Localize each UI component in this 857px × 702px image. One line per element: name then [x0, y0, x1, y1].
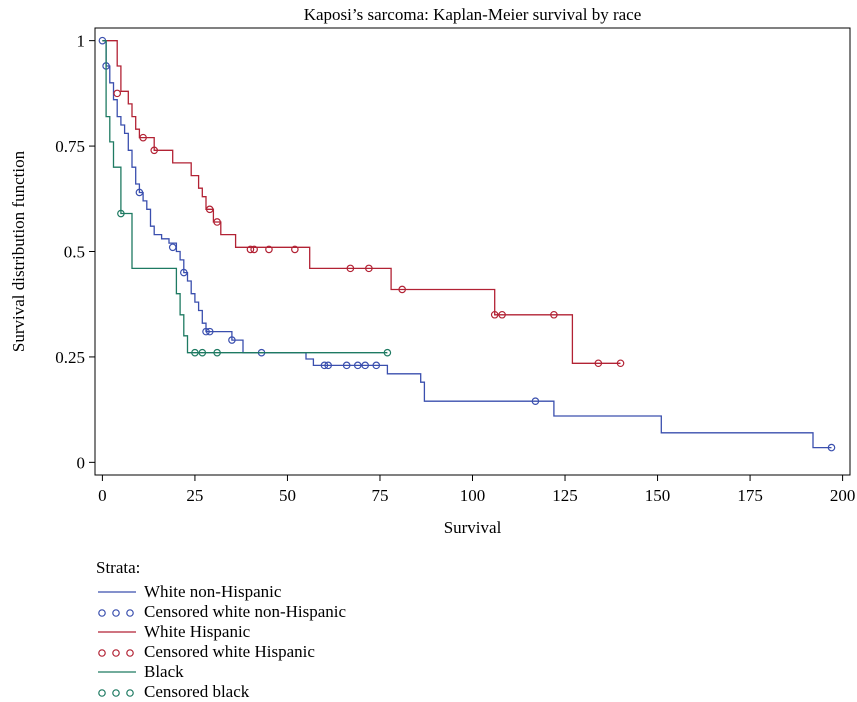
x-tick-label: 125 [552, 486, 578, 505]
censored-point [827, 443, 836, 452]
censored-point [213, 348, 221, 357]
series-1 [102, 40, 625, 368]
legend-swatch-black [98, 671, 136, 673]
censored-point [383, 348, 392, 357]
legend-label-black: Black [144, 662, 184, 681]
y-axis-label: Survival distribution function [9, 150, 28, 352]
censored-point [320, 361, 329, 370]
censored-point [531, 397, 540, 406]
legend-circle-mark [112, 649, 120, 657]
censored-point [228, 336, 236, 344]
censored-point [342, 361, 351, 370]
x-tick-label: 75 [371, 486, 388, 505]
series-0 [98, 36, 836, 452]
legend-swatch-censored-white-non-hispanic [98, 609, 134, 617]
y-tick-label: 0.25 [55, 348, 85, 367]
legend-item-censored-white-non-hispanic: Censored white non-Hispanic [96, 602, 426, 622]
censored-point [365, 264, 373, 273]
censored-point [198, 348, 207, 357]
legend-item-censored-black: Censored black [96, 682, 426, 702]
censored-point [398, 285, 406, 294]
x-tick-label: 175 [737, 486, 763, 505]
legend-circle-mark [112, 609, 120, 617]
legend-swatch-white-non-hispanic [98, 591, 136, 593]
x-tick-label: 25 [186, 486, 203, 505]
legend-label-censored-black: Censored black [144, 682, 250, 701]
censored-point [113, 89, 122, 98]
censored-point [150, 146, 159, 155]
censored-point [372, 361, 381, 370]
censored-point [324, 361, 332, 370]
legend-swatch-censored-black [98, 689, 134, 697]
censored-point [180, 268, 188, 277]
legend-item-white-hispanic: White Hispanic [96, 622, 426, 642]
km-survival-chart: Kaposi’s sarcoma: Kaplan-Meier survival … [9, 5, 856, 537]
censored-point [168, 243, 177, 252]
legend-label-censored-white-hispanic: Censored white Hispanic [144, 642, 315, 661]
series-line-1 [102, 40, 621, 364]
x-tick-label: 100 [460, 486, 486, 505]
legend-title: Strata: [96, 558, 141, 577]
plot-frame [94, 27, 851, 476]
censored-point [353, 361, 362, 370]
legend-item-black: Black [96, 662, 426, 682]
x-tick-label: 200 [830, 486, 856, 505]
censored-point [498, 310, 506, 319]
legend-label-censored-white-non-hispanic: Censored white non-Hispanic [144, 602, 347, 621]
censored-point [616, 359, 625, 368]
censored-point [291, 245, 299, 254]
legend-circle-mark [98, 609, 106, 617]
x-axis-label: Survival [444, 518, 502, 537]
legend-swatch-censored-white-hispanic [98, 649, 134, 657]
censored-point [594, 359, 603, 368]
censored-point [202, 327, 210, 336]
y-tick-label: 0.75 [55, 137, 85, 156]
y-tick-label: 1 [77, 32, 86, 51]
legend-circle-mark [98, 689, 106, 697]
chart-title: Kaposi’s sarcoma: Kaplan-Meier survival … [304, 5, 642, 24]
y-tick-label: 0 [77, 453, 86, 472]
legend-label-white-non-hispanic: White non-Hispanic [144, 582, 282, 601]
censored-point [135, 188, 144, 197]
series-line-2 [102, 40, 388, 354]
censored-point [550, 310, 558, 319]
legend-circle-mark [126, 689, 134, 697]
legend-circle-mark [98, 649, 106, 657]
y-tick-label: 0.5 [64, 243, 85, 262]
censored-point [490, 310, 499, 319]
censored-point [246, 245, 255, 254]
censored-point [361, 361, 369, 370]
censored-point [346, 264, 355, 273]
x-tick-label: 150 [645, 486, 671, 505]
censored-point [191, 348, 199, 357]
legend-item-white-non-hispanic: White non-Hispanic [96, 582, 426, 602]
censored-point [213, 218, 221, 226]
censored-point [265, 245, 273, 254]
x-tick-label: 0 [98, 486, 107, 505]
censored-point [117, 209, 125, 218]
censored-point [205, 205, 214, 214]
censored-point [205, 327, 214, 336]
legend-swatch-white-hispanic [98, 631, 136, 633]
series-2 [102, 40, 392, 357]
x-tick-label: 50 [279, 486, 296, 505]
legend-circle-mark [112, 689, 120, 697]
censored-point [139, 133, 147, 142]
censored-point [250, 245, 258, 254]
series-line-0 [102, 40, 832, 449]
legend-label-white-hispanic: White Hispanic [144, 622, 251, 641]
legend-circle-mark [126, 649, 134, 657]
legend-circle-mark [126, 609, 134, 617]
legend-item-censored-white-hispanic: Censored white Hispanic [96, 642, 426, 662]
